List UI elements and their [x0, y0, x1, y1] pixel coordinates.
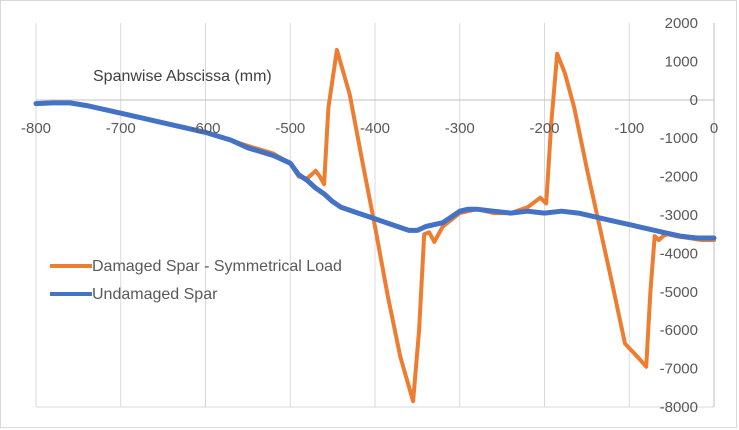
- y-tick-label-1: 1000: [665, 53, 698, 70]
- y-tick-label-0: 2000: [665, 15, 698, 32]
- y-tick-label-7: -5000: [660, 284, 698, 301]
- y-tick-label-2: 0: [690, 92, 698, 109]
- legend-label-undamaged: Undamaged Spar: [92, 286, 218, 303]
- y-tick-label-4: -2000: [660, 169, 698, 186]
- tick-labels: -800 -700 -600 -500 -400 -300 -200 -100 02000100…: [21, 15, 718, 416]
- x-tick-label-2: -600: [190, 120, 220, 137]
- series-lines: [33, 47, 717, 404]
- y-tick-label-6: -4000: [660, 245, 698, 262]
- x-tick-label-5: -300: [445, 120, 475, 137]
- y-tick-label-8: -6000: [660, 322, 698, 339]
- axes: [36, 23, 715, 408]
- x-tick-label-6: -200: [529, 120, 559, 137]
- y-tick-label-10: -8000: [660, 399, 698, 416]
- x-tick-label-1: -700: [106, 120, 136, 137]
- x-tick-label-7: -100: [614, 120, 644, 137]
- series-line-undamaged-spar: [33, 100, 717, 241]
- y-tick-label-3: -1000: [660, 130, 698, 147]
- x-tick-label-0: -800: [21, 120, 51, 137]
- y-tick-label-9: -7000: [660, 361, 698, 378]
- x-axis-label: Spanwise Abscissa (mm): [93, 68, 272, 85]
- x-tick-label-3: -500: [275, 120, 305, 137]
- x-tick-label-8: 0: [710, 120, 718, 137]
- y-tick-label-5: -3000: [660, 207, 698, 224]
- x-tick-label-4: -400: [360, 120, 390, 137]
- legend-label-damaged: Damaged Spar - Symmetrical Load: [92, 258, 342, 275]
- legend: Damaged Spar - Symmetrical Load Undamage…: [50, 258, 342, 303]
